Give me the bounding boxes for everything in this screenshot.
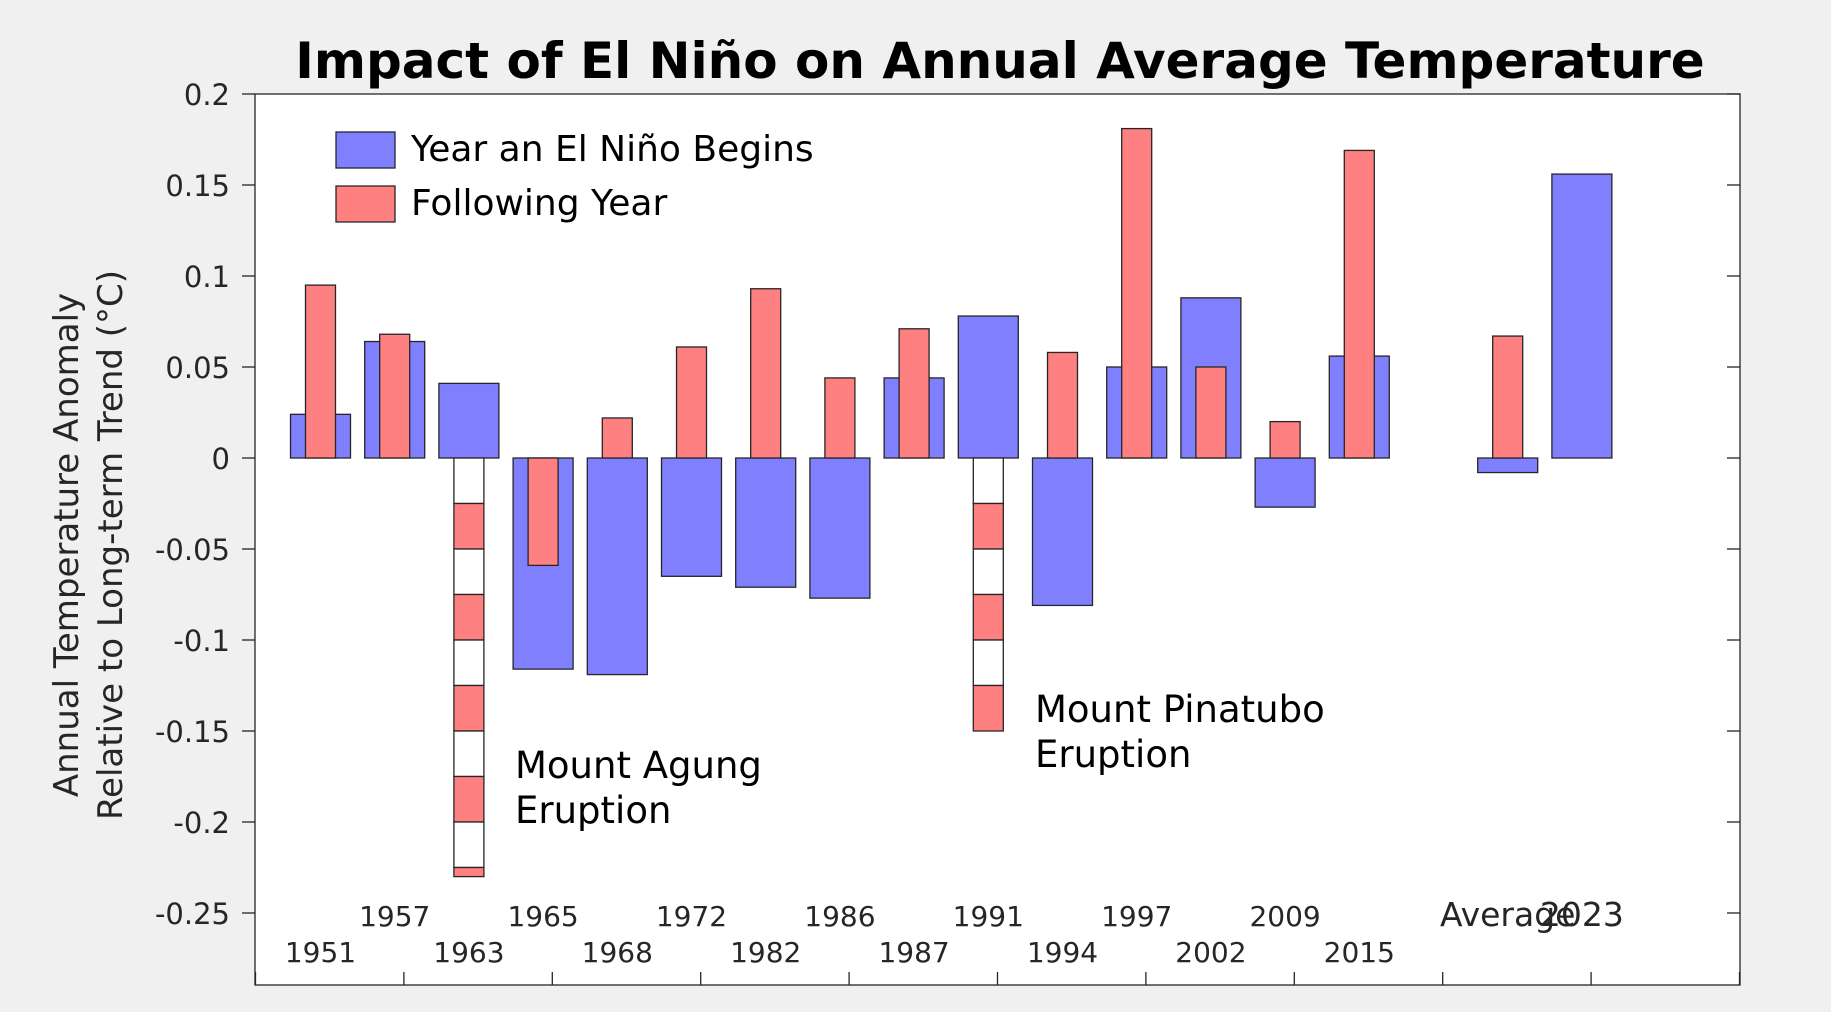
y-tick-label: -0.15 [155, 715, 230, 749]
bar-begin-1972 [660, 457, 723, 577]
y-tick-label: 0.1 [184, 260, 230, 294]
bar-stripe [453, 639, 485, 687]
bar-following-1963 [453, 457, 485, 878]
legend-swatch-following [335, 185, 396, 223]
y-tick-label: 0.05 [165, 351, 230, 385]
bar-stripe [453, 457, 485, 505]
annotation-line: Eruption [1035, 733, 1191, 776]
legend-label-following: Following Year [411, 183, 667, 224]
bar-following-1986 [824, 377, 856, 459]
y-tick-label: -0.05 [155, 533, 230, 567]
x-tick-label-1987: 1987 [878, 936, 949, 969]
bar-stripe [972, 684, 1004, 732]
bar-following-average [1492, 335, 1524, 459]
x-tick-label-1991: 1991 [953, 900, 1024, 933]
bar-following-2002 [1195, 366, 1227, 459]
bar-following-1994 [1046, 351, 1079, 459]
bar-begin-1986 [809, 457, 871, 599]
x-tick-label-1997: 1997 [1101, 900, 1172, 933]
x-tick-label-1963: 1963 [433, 936, 504, 969]
bar-begin-average [1477, 457, 1539, 474]
x-tick-label-1951: 1951 [285, 936, 356, 969]
y-tick-label: -0.25 [155, 897, 230, 931]
legend-swatch-begin [335, 131, 396, 169]
legend: Year an El Niño Begins Following Year [335, 129, 814, 224]
x-tick-label-1972: 1972 [656, 900, 727, 933]
annotation-line: Eruption [515, 789, 671, 832]
x-tick-label-1965: 1965 [507, 900, 578, 933]
bar-following-1951 [304, 284, 337, 459]
bar-following-2015 [1343, 149, 1375, 459]
bar-stripe [453, 502, 485, 550]
bar-stripe [453, 593, 485, 641]
x-tick-label-1968: 1968 [582, 936, 653, 969]
y-tick-label: 0.15 [165, 169, 230, 203]
bar-stripe [453, 684, 485, 732]
bar-stripe [453, 548, 485, 596]
y-tick-label: -0.2 [173, 806, 230, 840]
chart-title: Impact of El Niño on Annual Average Temp… [295, 32, 1704, 90]
x-tick-label-2009: 2009 [1249, 900, 1320, 933]
bar-begin-1982 [735, 457, 797, 588]
bar-stripe [453, 775, 485, 823]
bar-begin-2009 [1254, 457, 1316, 508]
y-tick-label: 0 [212, 442, 230, 476]
bar-stripe [972, 639, 1004, 687]
bar-begin-1963 [438, 382, 500, 459]
bar-stripe [453, 821, 485, 869]
x-tick-label-2002: 2002 [1175, 936, 1246, 969]
bar-stripe [972, 457, 1004, 505]
x-tick-label-1957: 1957 [359, 900, 430, 933]
bar-following-1965 [527, 457, 559, 567]
bar-stripe [453, 866, 485, 878]
x-tick-label-average: Average [1440, 895, 1576, 934]
bar-following-1968 [601, 417, 633, 459]
bar-stripe [972, 593, 1004, 641]
legend-label-begin: Year an El Niño Begins [410, 129, 814, 170]
y-axis-label-line2: Relative to Long-term Trend (°C) [91, 270, 131, 820]
bar-stripe [972, 502, 1004, 550]
bar-stripe [972, 548, 1004, 596]
x-tick-label-1982: 1982 [730, 936, 801, 969]
y-axis-label-line1: Annual Temperature Anomaly [47, 293, 87, 797]
bar-following-1991 [972, 457, 1004, 732]
bar-begin-1968 [586, 457, 648, 676]
x-tick-label-1986: 1986 [804, 900, 875, 933]
bar-following-2009 [1269, 420, 1301, 459]
bar-following-1957 [379, 333, 411, 459]
bar-following-1997 [1121, 127, 1153, 459]
bar-begin-1994 [1031, 457, 1094, 607]
bar-following-1982 [750, 288, 782, 459]
annotation-line: Mount Pinatubo [1035, 688, 1325, 731]
axes-layer: 0.2 0.15 0.1 0.05 0 -0.05 -0.1 -0.15 -0.2 -0.25 19… [155, 78, 1741, 986]
annotation-line: Mount Agung [515, 744, 762, 787]
bar-following-1972 [675, 346, 708, 459]
y-tick-label: -0.1 [173, 624, 230, 658]
bar-following-1987 [898, 328, 930, 459]
y-tick-label: 0.2 [184, 78, 230, 112]
x-tick-label-2023: 2023 [1540, 895, 1624, 934]
x-tick-label-1994: 1994 [1027, 936, 1098, 969]
bar-begin-1991 [957, 315, 1019, 459]
x-tick-label-2015: 2015 [1324, 936, 1395, 969]
bars-layer [289, 127, 1613, 878]
bar-stripe [453, 730, 485, 778]
bar-begin-2023 [1551, 173, 1613, 459]
